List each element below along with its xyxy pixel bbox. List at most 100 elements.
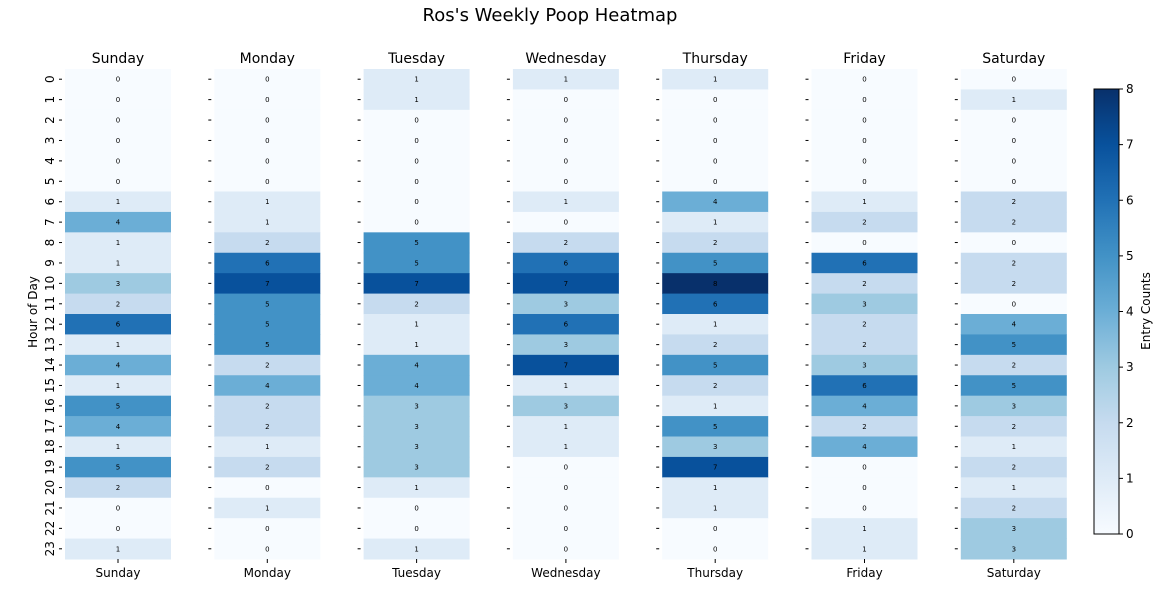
heatmap-cell (811, 314, 918, 335)
cell-value-label: 0 (862, 157, 866, 165)
heatmap-cell (960, 171, 1067, 192)
heatmap-cell (214, 109, 321, 131)
cell-value-label: 1 (265, 443, 269, 451)
cell-value-label: 3 (1012, 545, 1016, 553)
heatmap-cell (662, 538, 769, 560)
colorbar-tick-label: 5 (1126, 249, 1134, 263)
cell-value-label: 0 (116, 117, 120, 125)
cell-value-label: 4 (1012, 321, 1017, 329)
cell-value-label: 3 (1012, 402, 1016, 410)
heatmap-cell (214, 252, 321, 274)
heatmap-cell (65, 375, 171, 397)
heatmap-cell (960, 375, 1067, 397)
heatmap-cell (65, 314, 171, 335)
hour-tick-label: 17 (43, 419, 57, 434)
cell-value-label: 3 (564, 341, 568, 349)
heatmap-cell (811, 395, 918, 417)
cell-value-label: 4 (414, 362, 419, 370)
panel-title: Wednesday (525, 51, 606, 67)
heatmap-cell (662, 252, 769, 274)
heatmap-cell (65, 436, 171, 458)
cell-value-label: 1 (116, 545, 120, 553)
heatmap-cell (214, 232, 321, 254)
cell-value-label: 7 (414, 280, 418, 288)
cell-value-label: 2 (265, 239, 269, 247)
hour-tick-label: 6 (43, 198, 57, 206)
heatmap-cell (65, 416, 171, 437)
heatmap-cell (214, 538, 321, 560)
heatmap-cell (662, 395, 769, 417)
heatmap-cell (214, 354, 321, 376)
heatmap-cell (363, 89, 470, 111)
cell-value-label: 3 (414, 402, 418, 410)
cell-value-label: 3 (713, 443, 717, 451)
cell-value-label: 1 (116, 259, 120, 267)
heatmap-cell (512, 436, 619, 458)
hour-tick-label: 5 (43, 177, 57, 185)
cell-value-label: 0 (564, 504, 568, 512)
hour-tick-label: 14 (43, 357, 57, 372)
cell-value-label: 2 (116, 300, 120, 308)
heatmap-cell (363, 456, 470, 478)
heatmap-cell (960, 232, 1067, 254)
heatmap-cell (65, 273, 171, 295)
cell-value-label: 0 (564, 117, 568, 125)
heatmap-cell (960, 395, 1067, 417)
heatmap-cell (363, 497, 470, 519)
colorbar-tick-label: 8 (1126, 82, 1134, 96)
cell-value-label: 1 (713, 219, 717, 227)
cell-value-label: 7 (564, 280, 568, 288)
cell-value-label: 1 (862, 198, 866, 206)
hour-tick-label: 13 (43, 337, 57, 352)
heatmap-cell (214, 211, 321, 233)
hour-tick-label: 10 (43, 276, 57, 291)
heatmap-cell (960, 497, 1067, 519)
cell-value-label: 3 (414, 423, 418, 431)
heatmap-cell (960, 518, 1067, 540)
heatmap-cell (363, 273, 470, 295)
heatmap-cell (811, 191, 918, 213)
cell-value-label: 0 (862, 76, 866, 84)
cell-value-label: 3 (116, 280, 120, 288)
heatmap-cell (662, 456, 769, 478)
hour-tick-label: 3 (43, 137, 57, 145)
cell-value-label: 0 (116, 96, 120, 104)
heatmap-cell (811, 69, 918, 90)
cell-value-label: 1 (713, 484, 717, 492)
cell-value-label: 0 (1012, 178, 1016, 186)
cell-value-label: 4 (116, 219, 121, 227)
cell-value-label: 2 (265, 423, 269, 431)
panel-title: Sunday (92, 51, 144, 67)
heatmap-cell (65, 293, 171, 315)
cell-value-label: 0 (713, 525, 717, 533)
day-panels: SundaySunday0001020304051647181931021161… (43, 51, 1067, 580)
heatmap-cell (65, 89, 171, 111)
heatmap-cell (363, 314, 470, 335)
panel-x-label: Tuesday (391, 566, 441, 580)
cell-value-label: 1 (564, 443, 568, 451)
heatmap-cell (214, 293, 321, 315)
cell-value-label: 0 (862, 96, 866, 104)
cell-value-label: 1 (414, 321, 418, 329)
cell-value-label: 3 (862, 362, 866, 370)
cell-value-label: 0 (1012, 117, 1016, 125)
cell-value-label: 3 (1012, 525, 1016, 533)
hour-tick-label: 9 (43, 259, 57, 267)
heatmap-cell (363, 395, 470, 417)
cell-value-label: 0 (116, 157, 120, 165)
heatmap-cell (214, 436, 321, 458)
cell-value-label: 0 (564, 484, 568, 492)
heatmap-cell (65, 334, 171, 356)
cell-value-label: 0 (116, 76, 120, 84)
heatmap-cell (512, 477, 619, 499)
cell-value-label: 5 (713, 423, 717, 431)
cell-value-label: 5 (713, 362, 717, 370)
cell-value-label: 2 (564, 239, 568, 247)
day-panel-tuesday: Tuesday Tuesday 1 1 0 0 0 0 0 0 5 5 7 2 1 1 4 4 3 3 3 3 1 0 0 1 (357, 51, 470, 580)
heatmap-cell (65, 211, 171, 233)
cell-value-label: 4 (713, 198, 718, 206)
heatmap-cell (662, 518, 769, 540)
heatmap-cell (363, 416, 470, 437)
cell-value-label: 5 (414, 259, 418, 267)
